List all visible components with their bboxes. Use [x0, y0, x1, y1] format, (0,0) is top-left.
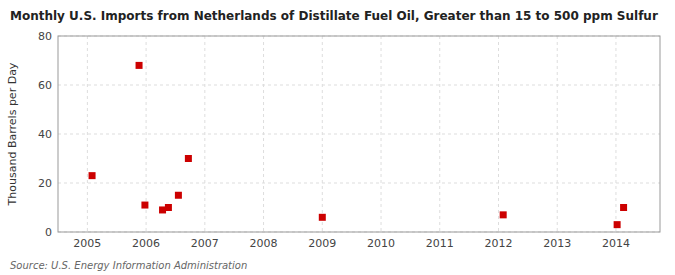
- tick-label: 2010: [367, 237, 395, 250]
- plot-area: [58, 36, 660, 232]
- grid-line: [263, 36, 264, 232]
- grid-line: [204, 36, 205, 232]
- tick-label: 2012: [484, 237, 512, 250]
- point: [165, 204, 172, 211]
- tick-label: 2007: [191, 237, 219, 250]
- tick-label: 2008: [250, 237, 278, 250]
- grid-line: [87, 36, 88, 232]
- tick-label: 2014: [602, 237, 630, 250]
- grid-line: [58, 134, 660, 135]
- y-axis-label: Thousand Barrels per Day: [6, 62, 19, 206]
- grid: [58, 36, 660, 232]
- point: [620, 204, 627, 211]
- tick-label: 2009: [308, 237, 336, 250]
- tick-label: 20: [38, 177, 52, 190]
- annotation: Source: U.S. Energy Information Administ…: [10, 260, 247, 271]
- point: [614, 221, 621, 228]
- tick-label: 40: [38, 128, 52, 141]
- grid-line: [439, 36, 440, 232]
- tick-label: 60: [38, 79, 52, 92]
- grid-line: [498, 36, 499, 232]
- grid-line: [557, 36, 558, 232]
- grid-line: [381, 36, 382, 232]
- chart: Monthly U.S. Imports from Netherlands of…: [0, 0, 675, 275]
- tick-label: 2013: [543, 237, 571, 250]
- tick-label: 80: [38, 30, 52, 43]
- point: [136, 62, 143, 69]
- tick-label: 0: [45, 226, 52, 239]
- point: [141, 202, 148, 209]
- point: [500, 211, 507, 218]
- point: [185, 155, 192, 162]
- tick-label: 2011: [426, 237, 454, 250]
- plot-frame: [58, 36, 660, 232]
- tick-label: 2005: [73, 237, 101, 250]
- grid-line: [322, 36, 323, 232]
- tick-label: 2006: [132, 237, 160, 250]
- grid-line: [58, 85, 660, 86]
- point: [319, 214, 326, 221]
- point: [89, 172, 96, 179]
- title: Monthly U.S. Imports from Netherlands of…: [10, 9, 658, 23]
- points: [89, 62, 628, 228]
- grid-line: [615, 36, 616, 232]
- point: [175, 192, 182, 199]
- grid-line: [58, 183, 660, 184]
